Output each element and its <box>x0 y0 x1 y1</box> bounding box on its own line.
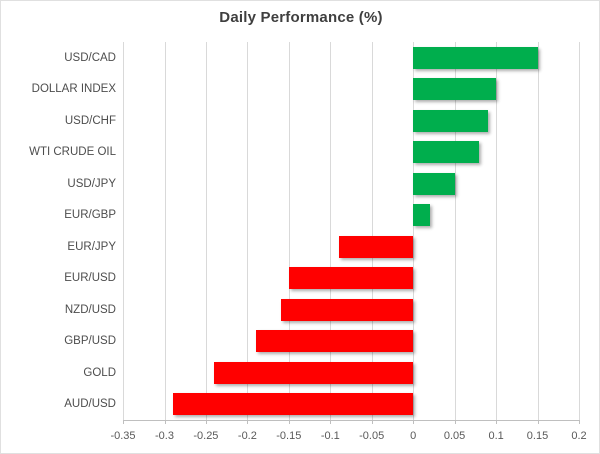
x-axis-tick-mark <box>205 420 207 424</box>
category-label: EUR/JPY <box>67 240 116 253</box>
bar-usd-chf <box>413 109 488 132</box>
x-axis-tick-mark <box>164 420 166 424</box>
gridline <box>454 42 456 420</box>
x-axis-tick-label: -0.3 <box>155 430 174 442</box>
category-label: WTI CRUDE OIL <box>29 146 116 159</box>
gridline <box>371 42 373 420</box>
bar-eur-gbp <box>413 204 430 227</box>
x-axis-tick-label: 0.1 <box>488 430 504 442</box>
bar-usd-jpy <box>413 172 455 195</box>
gridline <box>579 42 580 420</box>
bar-dollar-index <box>413 78 497 101</box>
bar-gbp-usd <box>255 330 414 353</box>
chart-title: Daily Performance (%) <box>219 9 383 26</box>
category-label: USD/JPY <box>67 177 116 190</box>
category-label: DOLLAR INDEX <box>31 83 116 96</box>
gridline <box>413 42 415 420</box>
x-axis-tick-label: 0.15 <box>526 430 549 442</box>
category-label: EUR/GBP <box>64 209 116 222</box>
x-axis-line <box>123 420 579 421</box>
x-axis-tick-mark <box>288 420 290 424</box>
x-axis-tick-mark <box>371 420 373 424</box>
x-axis-tick-label: -0.35 <box>110 430 136 442</box>
x-axis-tick-label: -0.25 <box>193 430 219 442</box>
x-axis-tick-label: 0.2 <box>571 430 587 442</box>
x-axis-tick-label: 0 <box>410 430 417 442</box>
x-axis-tick-label: -0.15 <box>276 430 302 442</box>
x-axis-tick-mark <box>247 420 249 424</box>
gridline <box>330 42 332 420</box>
category-label: GBP/USD <box>64 335 116 348</box>
x-axis-tick-label: -0.2 <box>237 430 257 442</box>
gridline <box>164 42 166 420</box>
gridline <box>496 42 498 420</box>
category-label: EUR/USD <box>64 272 116 285</box>
bar-nzd-usd <box>280 298 414 321</box>
x-axis-tick-label: -0.05 <box>359 430 385 442</box>
category-label: NZD/USD <box>64 303 116 316</box>
x-axis-tick-mark <box>579 420 580 424</box>
bar-usd-cad <box>413 46 538 69</box>
x-axis-tick-mark <box>330 420 332 424</box>
gridline <box>247 42 249 420</box>
x-axis-tick-mark <box>454 420 456 424</box>
gridline <box>123 42 124 420</box>
x-axis-tick-mark <box>123 420 124 424</box>
bar-wti-crude-oil <box>413 141 480 164</box>
x-axis-tick-mark <box>413 420 415 424</box>
gridline <box>537 42 539 420</box>
x-axis-tick-label: -0.1 <box>320 430 340 442</box>
x-axis-tick-label: 0.05 <box>443 430 466 442</box>
x-axis-tick-mark <box>496 420 498 424</box>
x-axis-tick-mark <box>537 420 539 424</box>
gridline <box>205 42 207 420</box>
bar-gold <box>214 361 414 384</box>
bar-eur-usd <box>288 267 414 290</box>
gridline <box>288 42 290 420</box>
category-label: GOLD <box>83 366 116 379</box>
category-label: USD/CAD <box>64 51 116 64</box>
category-label: USD/CHF <box>64 114 116 127</box>
bar-aud-usd <box>172 393 414 416</box>
bar-eur-jpy <box>338 235 414 258</box>
category-label: AUD/USD <box>64 398 116 411</box>
